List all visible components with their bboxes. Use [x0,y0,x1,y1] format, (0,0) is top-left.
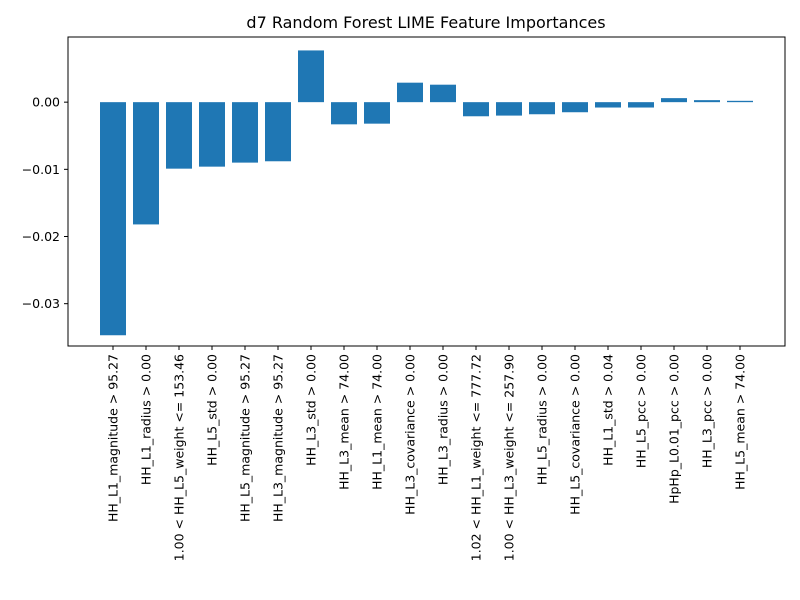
x-tick-label: HH_L5_std > 0.00 [205,354,220,466]
x-tick-label: HH_L5_radius > 0.00 [535,354,550,485]
bar [232,102,258,163]
x-tick-label: HH_L1_radius > 0.00 [139,354,154,485]
x-tick-label: HH_L3_magnitude > 95.27 [271,354,286,522]
y-axis: 0.00 −0.01 −0.02 −0.03 [22,95,68,311]
bar [595,102,621,108]
bar [529,102,555,115]
y-tick-label: −0.01 [22,162,60,177]
y-tick-label: −0.02 [22,229,60,244]
x-tick-label: HH_L5_covariance > 0.00 [568,354,583,515]
y-tick-label: 0.00 [32,95,60,110]
x-tick-label: HH_L3_covariance > 0.00 [403,354,418,515]
bar [562,102,588,113]
plot-frame [67,36,786,347]
bar [265,102,291,162]
bar [496,102,522,116]
bar [298,50,324,103]
x-tick-label: HH_L5_magnitude > 95.27 [238,354,253,522]
bar [364,102,390,124]
bar [628,102,654,108]
x-tick-label: 1.00 < HH_L3_weight <= 257.90 [502,354,517,561]
chart-title: d7 Random Forest LIME Feature Importance… [246,13,605,32]
bars-group [100,50,753,336]
bar [331,102,357,125]
x-tick-label: HH_L1_std > 0.04 [601,354,616,466]
y-tick-label: −0.03 [22,296,60,311]
x-tick-label: 1.02 < HH_L1_weight <= 777.72 [469,354,484,561]
bar [397,82,423,103]
x-axis: HH_L1_magnitude > 95.27 HH_L1_radius > 0.… [106,346,748,561]
x-tick-label: HH_L3_mean > 74.00 [337,354,352,490]
bar [694,100,720,103]
x-tick-label: HH_L3_std > 0.00 [304,354,319,466]
x-tick-label: HH_L5_pcc > 0.00 [634,354,649,468]
bar [100,102,126,336]
bar [199,102,225,167]
x-tick-label: HH_L3_pcc > 0.00 [700,354,715,468]
bar [430,84,456,103]
x-tick-label: HpHp_L0.01_pcc > 0.00 [667,354,682,504]
x-tick-label: HH_L1_mean > 74.00 [370,354,385,490]
x-tick-label: HH_L5_mean > 74.00 [733,354,748,490]
bar [166,102,192,169]
bar [463,102,489,117]
x-tick-label: 1.00 < HH_L5_weight <= 153.46 [172,354,187,561]
x-tick-label: HH_L3_radius > 0.00 [436,354,451,485]
x-tick-label: HH_L1_magnitude > 95.27 [106,354,121,522]
bar [133,102,159,225]
bar [661,98,687,103]
bar [727,100,753,103]
